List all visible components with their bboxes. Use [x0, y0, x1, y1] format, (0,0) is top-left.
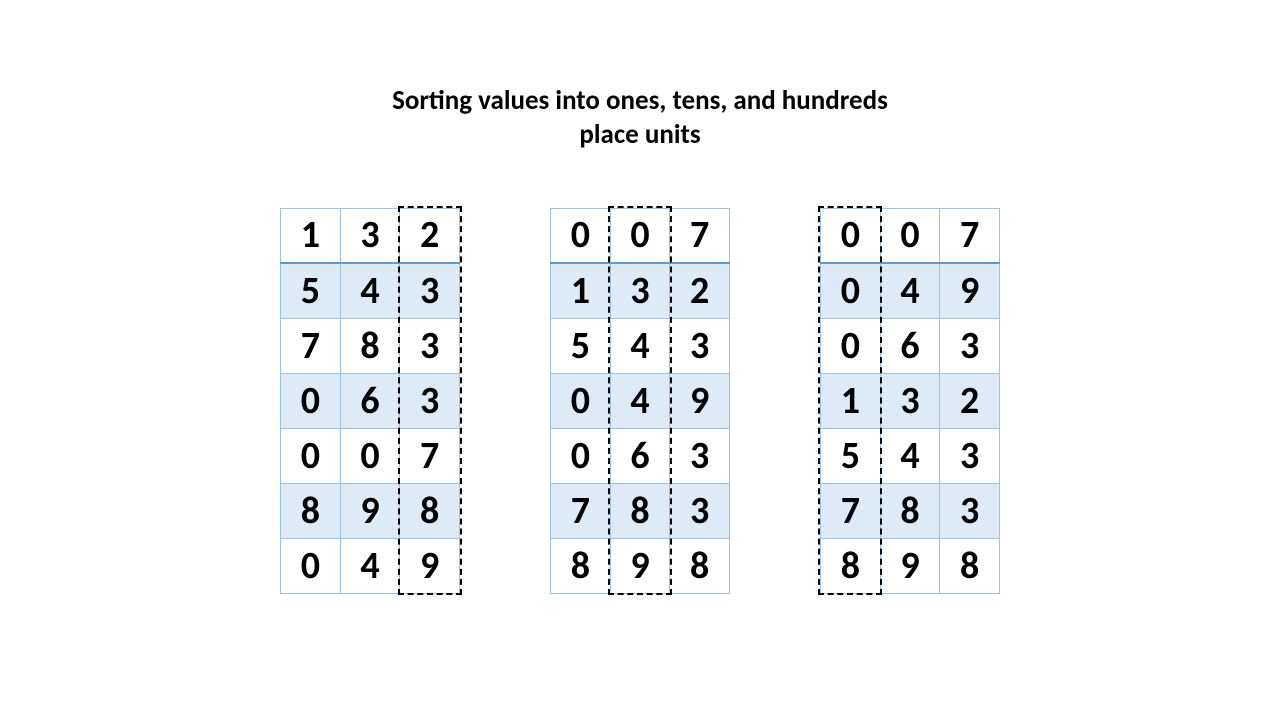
table-cell: 8 [940, 538, 1000, 593]
table-3: 007049063132543783898 [820, 208, 1000, 594]
table-3-wrap: 007049063132543783898 [820, 208, 1000, 593]
table-cell: 5 [821, 428, 881, 483]
table-row: 063 [551, 428, 730, 483]
table-row: 049 [821, 263, 1000, 318]
table-row: 132 [551, 263, 730, 318]
table-cell: 2 [400, 208, 460, 263]
table-cell: 2 [670, 263, 730, 318]
table-row: 063 [821, 318, 1000, 373]
table-cell: 0 [281, 538, 341, 593]
table-cell: 0 [281, 373, 341, 428]
table-cell: 5 [551, 318, 611, 373]
table-cell: 7 [551, 483, 611, 538]
tables-container: 132543783063007898049 007132543049063783… [0, 208, 1280, 593]
table-cell: 1 [551, 263, 611, 318]
table-cell: 3 [940, 428, 1000, 483]
table-cell: 6 [610, 428, 670, 483]
table-cell: 0 [340, 428, 400, 483]
table-cell: 9 [610, 538, 670, 593]
table-1-wrap: 132543783063007898049 [280, 208, 460, 593]
table-cell: 9 [340, 483, 400, 538]
table-cell: 7 [940, 208, 1000, 263]
table-row: 049 [551, 373, 730, 428]
table-cell: 3 [400, 318, 460, 373]
table-cell: 0 [821, 263, 881, 318]
table-cell: 8 [281, 483, 341, 538]
title-line-2: place units [0, 118, 1280, 152]
table-cell: 0 [281, 428, 341, 483]
table-cell: 8 [880, 483, 940, 538]
page-title: Sorting values into ones, tens, and hund… [0, 0, 1280, 152]
table-row: 898 [281, 483, 460, 538]
table-1: 132543783063007898049 [280, 208, 460, 594]
table-cell: 4 [880, 263, 940, 318]
table-cell: 3 [400, 263, 460, 318]
table-row: 898 [551, 538, 730, 593]
table-cell: 4 [880, 428, 940, 483]
table-cell: 3 [400, 373, 460, 428]
table-row: 007 [281, 428, 460, 483]
table-cell: 8 [821, 538, 881, 593]
table-row: 543 [281, 263, 460, 318]
table-cell: 0 [821, 208, 881, 263]
table-cell: 9 [940, 263, 1000, 318]
table-cell: 9 [400, 538, 460, 593]
table-cell: 0 [551, 208, 611, 263]
table-cell: 3 [340, 208, 400, 263]
table-row: 783 [821, 483, 1000, 538]
table-cell: 7 [821, 483, 881, 538]
table-cell: 2 [940, 373, 1000, 428]
table-cell: 4 [610, 373, 670, 428]
table-cell: 5 [281, 263, 341, 318]
table-cell: 7 [281, 318, 341, 373]
table-cell: 0 [551, 428, 611, 483]
table-cell: 1 [821, 373, 881, 428]
table-cell: 8 [551, 538, 611, 593]
table-row: 007 [821, 208, 1000, 263]
table-cell: 0 [551, 373, 611, 428]
table-row: 007 [551, 208, 730, 263]
table-2: 007132543049063783898 [550, 208, 730, 594]
title-line-1: Sorting values into ones, tens, and hund… [0, 84, 1280, 118]
table-row: 543 [821, 428, 1000, 483]
table-2-wrap: 007132543049063783898 [550, 208, 730, 593]
table-cell: 3 [880, 373, 940, 428]
table-cell: 4 [340, 263, 400, 318]
table-cell: 3 [670, 483, 730, 538]
table-cell: 4 [340, 538, 400, 593]
table-row: 063 [281, 373, 460, 428]
table-cell: 6 [340, 373, 400, 428]
table-row: 543 [551, 318, 730, 373]
table-cell: 9 [880, 538, 940, 593]
table-row: 049 [281, 538, 460, 593]
table-cell: 0 [610, 208, 670, 263]
table-cell: 3 [940, 483, 1000, 538]
table-cell: 9 [670, 373, 730, 428]
table-row: 898 [821, 538, 1000, 593]
table-cell: 0 [880, 208, 940, 263]
table-cell: 8 [340, 318, 400, 373]
table-cell: 3 [670, 318, 730, 373]
table-cell: 3 [610, 263, 670, 318]
table-cell: 7 [670, 208, 730, 263]
table-cell: 4 [610, 318, 670, 373]
table-cell: 1 [281, 208, 341, 263]
table-cell: 8 [610, 483, 670, 538]
table-cell: 3 [670, 428, 730, 483]
table-cell: 0 [821, 318, 881, 373]
table-cell: 8 [670, 538, 730, 593]
table-row: 132 [281, 208, 460, 263]
table-row: 132 [821, 373, 1000, 428]
table-row: 783 [281, 318, 460, 373]
table-cell: 6 [880, 318, 940, 373]
table-cell: 3 [940, 318, 1000, 373]
table-row: 783 [551, 483, 730, 538]
table-cell: 7 [400, 428, 460, 483]
table-cell: 8 [400, 483, 460, 538]
